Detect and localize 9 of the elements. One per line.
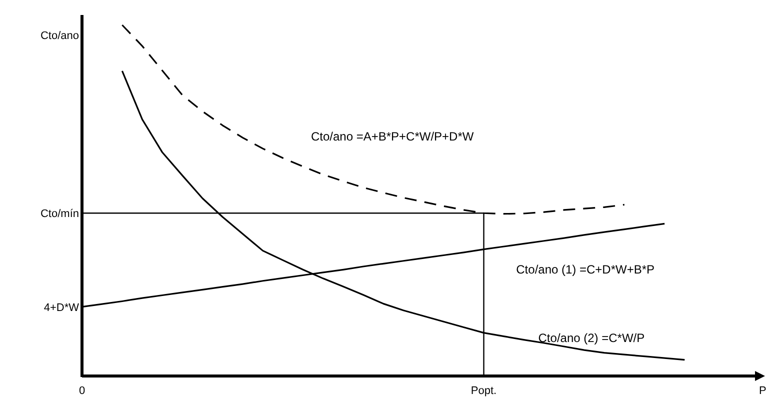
ref-line-label: Cto/mín — [40, 208, 79, 220]
x-tick-label: Popt. — [470, 385, 497, 397]
text: Cto/ano =A+B*P+C*W/P+D*W — [310, 129, 474, 144]
x-tick-label: 0 — [78, 385, 86, 397]
annotation: 4+D*W — [44, 302, 80, 314]
y-axis-title: Cto/ano — [40, 30, 79, 42]
series-label: Cto/ano (1) =C+D*W+B*P — [516, 262, 655, 277]
x-axis-title: P — [759, 385, 766, 397]
series-label: Cto/ano (2) =C*W/P — [538, 330, 645, 345]
